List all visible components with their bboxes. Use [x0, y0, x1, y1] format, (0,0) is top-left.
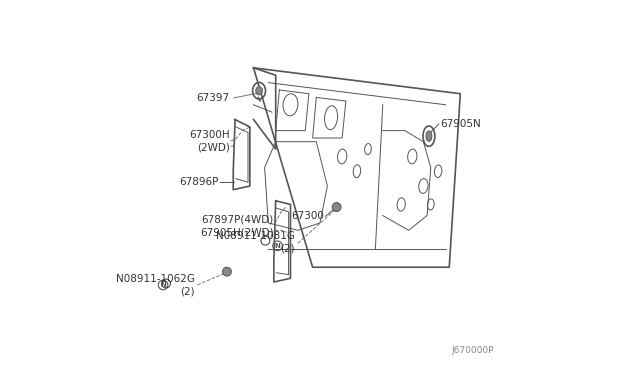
Circle shape: [223, 267, 232, 276]
Text: 67397: 67397: [196, 93, 230, 103]
Text: J670000P: J670000P: [451, 346, 493, 355]
Text: N08911-1081G
(2): N08911-1081G (2): [216, 231, 295, 253]
Circle shape: [333, 205, 340, 211]
Circle shape: [333, 203, 340, 209]
Text: 67897P(4WD)
67905H(2WD): 67897P(4WD) 67905H(2WD): [200, 215, 274, 237]
Text: 67896P: 67896P: [179, 177, 218, 187]
Text: N: N: [160, 282, 166, 288]
Text: 67905N: 67905N: [440, 119, 481, 129]
Circle shape: [332, 203, 341, 211]
Text: 67300H
(2WD): 67300H (2WD): [189, 130, 230, 152]
Text: N: N: [275, 243, 280, 249]
Text: N08911-1062G
(2): N08911-1062G (2): [116, 274, 195, 296]
Ellipse shape: [256, 87, 262, 95]
Text: 67300: 67300: [291, 211, 324, 221]
Ellipse shape: [426, 131, 432, 141]
